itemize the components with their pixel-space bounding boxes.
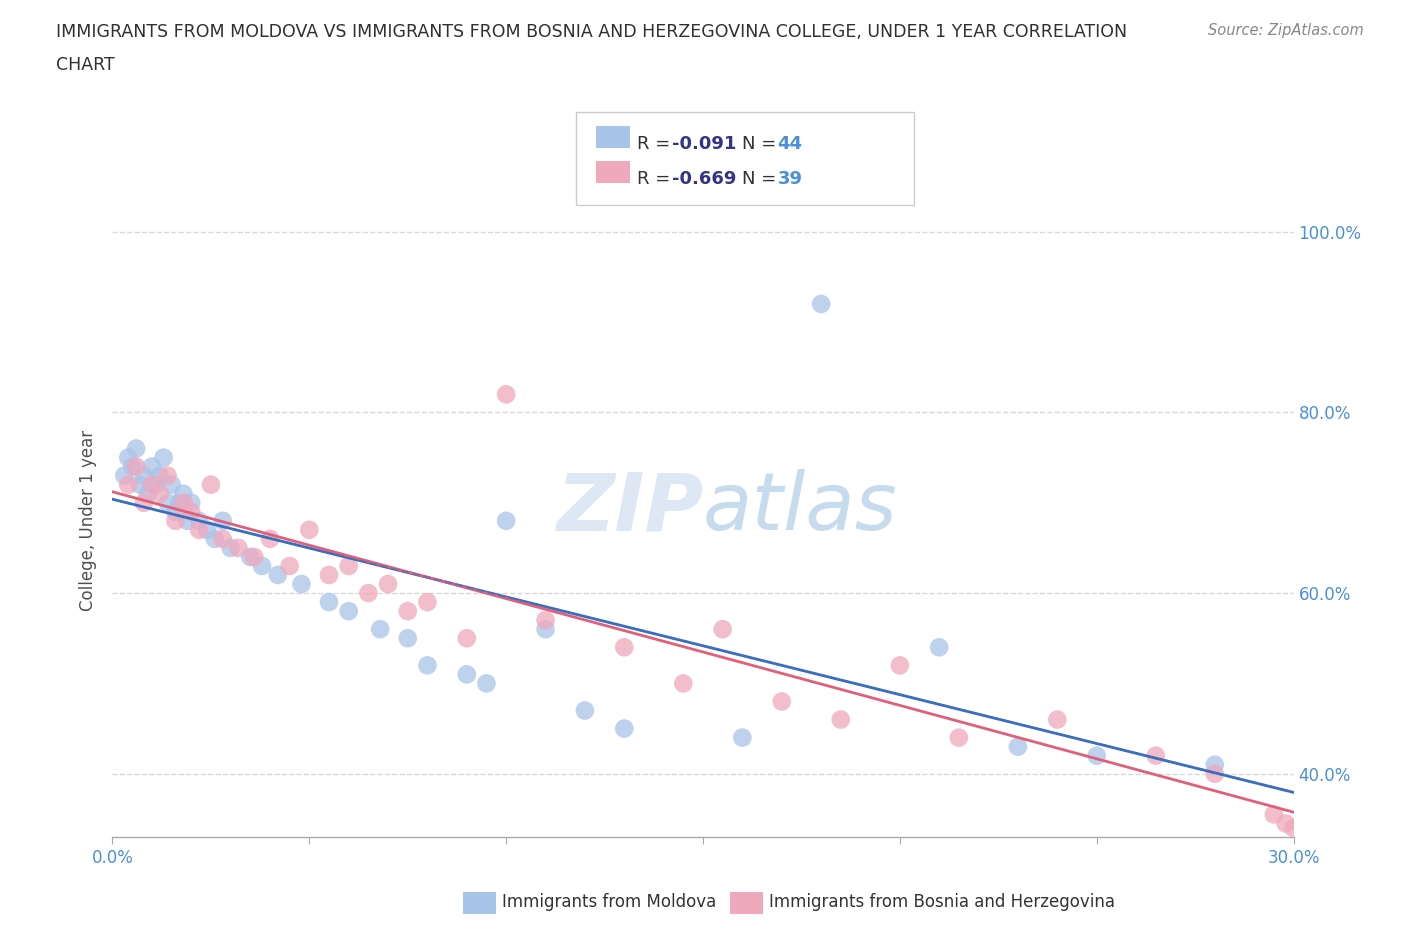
Point xyxy=(188,523,211,538)
Point xyxy=(318,594,340,609)
Point xyxy=(574,703,596,718)
Point xyxy=(830,712,852,727)
Point xyxy=(169,496,191,511)
Point xyxy=(613,721,636,736)
Point xyxy=(188,513,211,528)
Point xyxy=(770,694,793,709)
Text: R =: R = xyxy=(637,135,676,153)
Point xyxy=(239,550,262,565)
Point xyxy=(141,477,163,492)
Text: 39: 39 xyxy=(778,170,803,188)
Point xyxy=(278,559,301,574)
Text: -0.091: -0.091 xyxy=(672,135,737,153)
Point xyxy=(132,496,155,511)
Point xyxy=(165,513,187,528)
Point xyxy=(156,468,179,483)
Point xyxy=(337,604,360,618)
Text: ZIP: ZIP xyxy=(555,469,703,547)
Point xyxy=(125,459,148,474)
Point xyxy=(132,468,155,483)
Point xyxy=(200,477,222,492)
Point xyxy=(1046,712,1069,727)
Point xyxy=(948,730,970,745)
Point xyxy=(318,567,340,582)
Point xyxy=(125,441,148,456)
Text: Immigrants from Moldova: Immigrants from Moldova xyxy=(502,893,716,911)
Point xyxy=(1263,807,1285,822)
Point xyxy=(456,667,478,682)
Text: Source: ZipAtlas.com: Source: ZipAtlas.com xyxy=(1208,23,1364,38)
Point xyxy=(534,622,557,637)
Point xyxy=(495,387,517,402)
Text: R =: R = xyxy=(637,170,676,188)
Point xyxy=(396,604,419,618)
Point xyxy=(672,676,695,691)
Point xyxy=(475,676,498,691)
Point xyxy=(731,730,754,745)
Point xyxy=(136,486,159,501)
Point xyxy=(117,477,139,492)
Point xyxy=(219,540,242,555)
Point xyxy=(495,513,517,528)
Text: atlas: atlas xyxy=(703,469,898,547)
Text: N =: N = xyxy=(742,170,782,188)
Point xyxy=(337,559,360,574)
Point xyxy=(172,486,194,501)
Point xyxy=(149,486,172,501)
Point xyxy=(259,531,281,546)
Point xyxy=(1144,749,1167,764)
Point xyxy=(456,631,478,645)
Point xyxy=(613,640,636,655)
Point xyxy=(117,450,139,465)
Point xyxy=(396,631,419,645)
Point xyxy=(416,658,439,672)
Point xyxy=(121,459,143,474)
Point xyxy=(165,504,187,519)
Point xyxy=(1282,820,1305,835)
Point xyxy=(1007,739,1029,754)
Point xyxy=(160,477,183,492)
Text: 44: 44 xyxy=(778,135,803,153)
Point xyxy=(267,567,290,582)
Point xyxy=(112,468,135,483)
Point xyxy=(1274,816,1296,830)
Point xyxy=(357,586,380,601)
Point xyxy=(1204,766,1226,781)
Point xyxy=(298,523,321,538)
Point xyxy=(377,577,399,591)
Point xyxy=(243,550,266,565)
Point xyxy=(141,459,163,474)
Point xyxy=(711,622,734,637)
Point xyxy=(176,513,198,528)
Text: N =: N = xyxy=(742,135,782,153)
Point xyxy=(211,513,233,528)
Point xyxy=(534,613,557,628)
Point xyxy=(156,496,179,511)
Point xyxy=(889,658,911,672)
Point xyxy=(228,540,250,555)
Point xyxy=(368,622,391,637)
Y-axis label: College, Under 1 year: College, Under 1 year xyxy=(79,431,97,611)
Point xyxy=(129,477,152,492)
Point xyxy=(250,559,273,574)
Point xyxy=(149,468,172,483)
Point xyxy=(1204,757,1226,772)
Point xyxy=(172,496,194,511)
Point xyxy=(290,577,312,591)
Text: IMMIGRANTS FROM MOLDOVA VS IMMIGRANTS FROM BOSNIA AND HERZEGOVINA COLLEGE, UNDER: IMMIGRANTS FROM MOLDOVA VS IMMIGRANTS FR… xyxy=(56,23,1128,41)
Point xyxy=(810,297,832,312)
Point xyxy=(928,640,950,655)
Point xyxy=(1085,749,1108,764)
Point xyxy=(152,450,174,465)
Point xyxy=(180,496,202,511)
Point xyxy=(180,504,202,519)
Text: CHART: CHART xyxy=(56,56,115,73)
Text: Immigrants from Bosnia and Herzegovina: Immigrants from Bosnia and Herzegovina xyxy=(769,893,1115,911)
Point xyxy=(145,477,167,492)
Point xyxy=(195,523,218,538)
Point xyxy=(416,594,439,609)
Point xyxy=(204,531,226,546)
Point xyxy=(211,531,233,546)
Text: -0.669: -0.669 xyxy=(672,170,737,188)
